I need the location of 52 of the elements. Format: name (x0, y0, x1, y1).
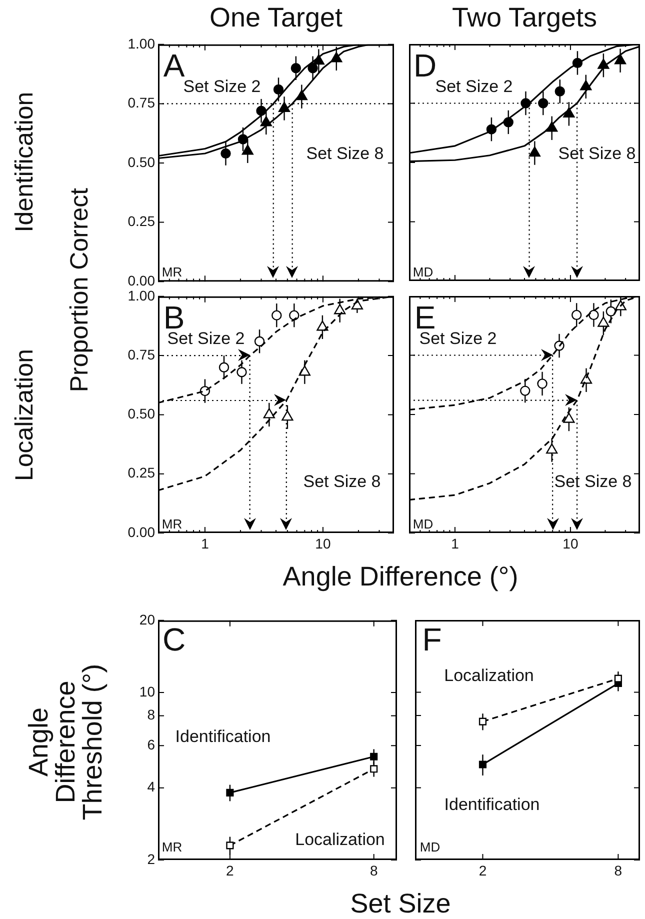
annotation: Set Size 8 (306, 144, 384, 164)
annotation: MD (420, 840, 440, 854)
y-tick-label: 0.75 (128, 346, 156, 362)
text: Localization (10, 348, 40, 482)
y-tick-label: 0.00 (128, 272, 156, 288)
x-tick-label: 8 (370, 862, 378, 878)
annotation: MD (412, 264, 434, 280)
annotation: MR (162, 840, 182, 854)
x-tick-label: 10 (562, 535, 578, 552)
y-tick-label: 1.00 (128, 286, 156, 303)
chart-title: Two Targets (452, 2, 598, 34)
y-tick-label: 2 (147, 850, 156, 866)
annotation: C (162, 622, 186, 658)
y-tick-label: 0.50 (128, 153, 156, 170)
annotation: Set Size 8 (303, 472, 381, 492)
annotation: MD (412, 516, 434, 532)
y-tick-label: 0.25 (128, 464, 156, 480)
annotation: Set Size 8 (554, 472, 632, 492)
y-tick-label: 6 (147, 736, 156, 752)
annotation: F (422, 622, 442, 658)
y-tick-label: 20 (139, 610, 156, 627)
y-tick-label: 8 (147, 706, 156, 722)
x-axis-title: Set Size (350, 888, 451, 919)
annotation: MR (162, 516, 182, 532)
x-tick-label: 2 (226, 862, 234, 878)
x-tick-label: 2 (478, 862, 487, 878)
x-tick-label: 8 (614, 862, 622, 878)
annotation: Identification (444, 795, 540, 815)
y-tick-label: 1.00 (128, 34, 156, 51)
annotation: Set Size 2 (183, 77, 261, 97)
annotation: Localization (295, 830, 385, 850)
annotation: Set Size 8 (558, 144, 636, 164)
annotation: Identification (175, 727, 271, 747)
x-tick-label: 10 (315, 534, 331, 551)
x-tick-label: 1 (201, 534, 210, 551)
y-tick-label: 0.00 (128, 523, 156, 540)
annotation: A (163, 48, 185, 84)
annotation: MR (162, 264, 182, 280)
y-tick-label: 0.50 (128, 405, 156, 422)
x-axis-title: Angle Difference (°) (282, 562, 518, 592)
chart-title: One Target (209, 2, 343, 34)
text: Identification (10, 92, 40, 232)
y-axis-title: Proportion Correct (66, 188, 94, 392)
y-tick-label: 0.75 (128, 94, 156, 110)
annotation: Set Size 2 (435, 77, 513, 97)
annotation: Localization (444, 666, 534, 686)
y-tick-label: 4 (147, 778, 156, 794)
x-tick-label: 1 (451, 535, 460, 552)
y-axis-title: Angle Difference Threshold (°) (24, 662, 108, 822)
y-tick-label: 0.25 (128, 212, 156, 229)
annotation: D (413, 48, 437, 84)
y-tick-label: 10 (139, 682, 156, 699)
